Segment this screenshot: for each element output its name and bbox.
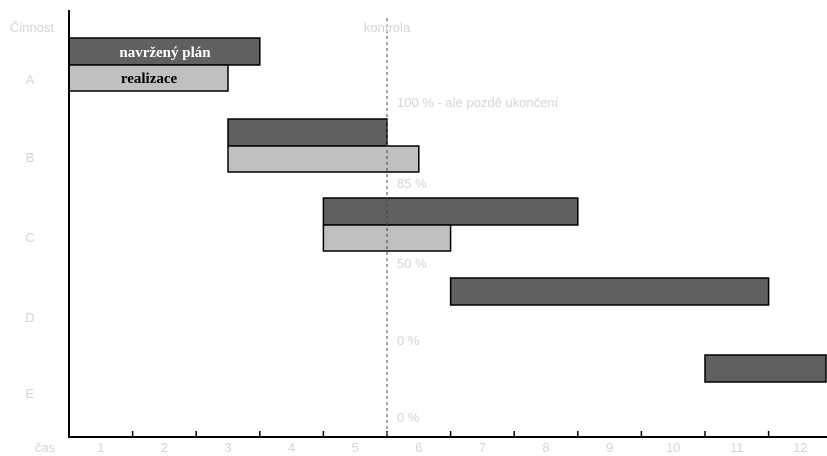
task-labels: A 100 % - ale pozdě ukončení B 85 % C 50 % D 0 …: [25, 45, 558, 425]
x-tick-label: 12: [793, 440, 807, 455]
progress-label: 0 %: [397, 333, 420, 348]
task-label: D: [25, 310, 34, 325]
progress-label: 0 %: [397, 410, 420, 425]
x-tick-label: 5: [352, 440, 359, 455]
x-tick-label: 8: [542, 440, 549, 455]
x-tick-label: 1: [97, 440, 104, 455]
plan-bar-a: [68, 37, 261, 66]
y-axis-header: Činnost: [10, 20, 54, 35]
x-axis-header: čas: [35, 440, 56, 455]
x-tick-label: 4: [288, 440, 295, 455]
control-label: kontrola: [364, 20, 411, 35]
actual-bar-b: [227, 145, 420, 173]
plan-bar-e: [704, 354, 827, 383]
x-tick-label: 10: [666, 440, 680, 455]
task-bars: [68, 37, 827, 383]
legend-actual-label: realizace: [121, 71, 178, 87]
plan-bar-b: [227, 118, 388, 147]
x-tick-label: 11: [730, 440, 744, 455]
plan-bar-d: [449, 277, 770, 306]
x-tick-label: 2: [161, 440, 168, 455]
legend-plan-label: navržený plán: [119, 45, 211, 61]
x-tick-label: 3: [224, 440, 231, 455]
x-tick-label: 7: [479, 440, 486, 455]
task-label: C: [25, 230, 34, 245]
task-label: E: [26, 386, 35, 401]
task-label: A: [26, 72, 35, 87]
x-tick-label: 9: [606, 440, 613, 455]
x-axis-ticks: 1 2 3 4 5 6 7 8 9 10 11 12: [97, 431, 808, 455]
actual-bar-a: [68, 64, 229, 92]
x-tick-label: 6: [415, 440, 422, 455]
progress-label: 85 %: [397, 176, 427, 191]
task-label: B: [26, 150, 35, 165]
plan-bar-c: [322, 197, 579, 226]
progress-label: 50 %: [397, 256, 427, 271]
progress-label: 100 % - ale pozdě ukončení: [397, 95, 559, 110]
